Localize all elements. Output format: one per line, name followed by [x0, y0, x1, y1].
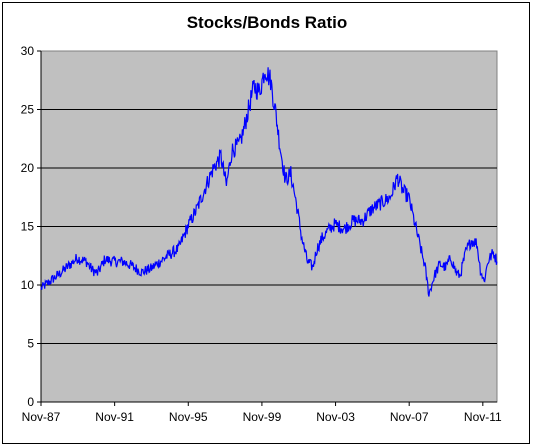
- chart-title: Stocks/Bonds Ratio: [186, 13, 348, 32]
- x-tick-label: Nov-87: [22, 410, 61, 424]
- x-tick-label: Nov-91: [95, 410, 134, 424]
- x-tick-label: Nov-07: [390, 410, 429, 424]
- y-tick-label: 10: [21, 278, 35, 292]
- y-axis: 0 5 10 15 20 25 30: [21, 44, 42, 409]
- y-tick-label: 25: [21, 103, 35, 117]
- x-tick-label: Nov-11: [464, 410, 502, 424]
- y-tick-label: 0: [27, 395, 34, 409]
- y-tick-label: 30: [21, 44, 35, 58]
- y-tick-label: 5: [27, 337, 34, 351]
- series-line: [40, 67, 498, 297]
- y-tick-label: 15: [21, 220, 35, 234]
- gridlines: [41, 109, 497, 344]
- x-tick-label: Nov-99: [243, 410, 282, 424]
- x-tick-label: Nov-03: [316, 410, 355, 424]
- y-tick-label: 20: [21, 161, 35, 175]
- x-tick-label: Nov-95: [169, 410, 208, 424]
- x-axis: Nov-87 Nov-91 Nov-95 Nov-99 Nov-03 Nov-07 Nov-…: [22, 401, 502, 424]
